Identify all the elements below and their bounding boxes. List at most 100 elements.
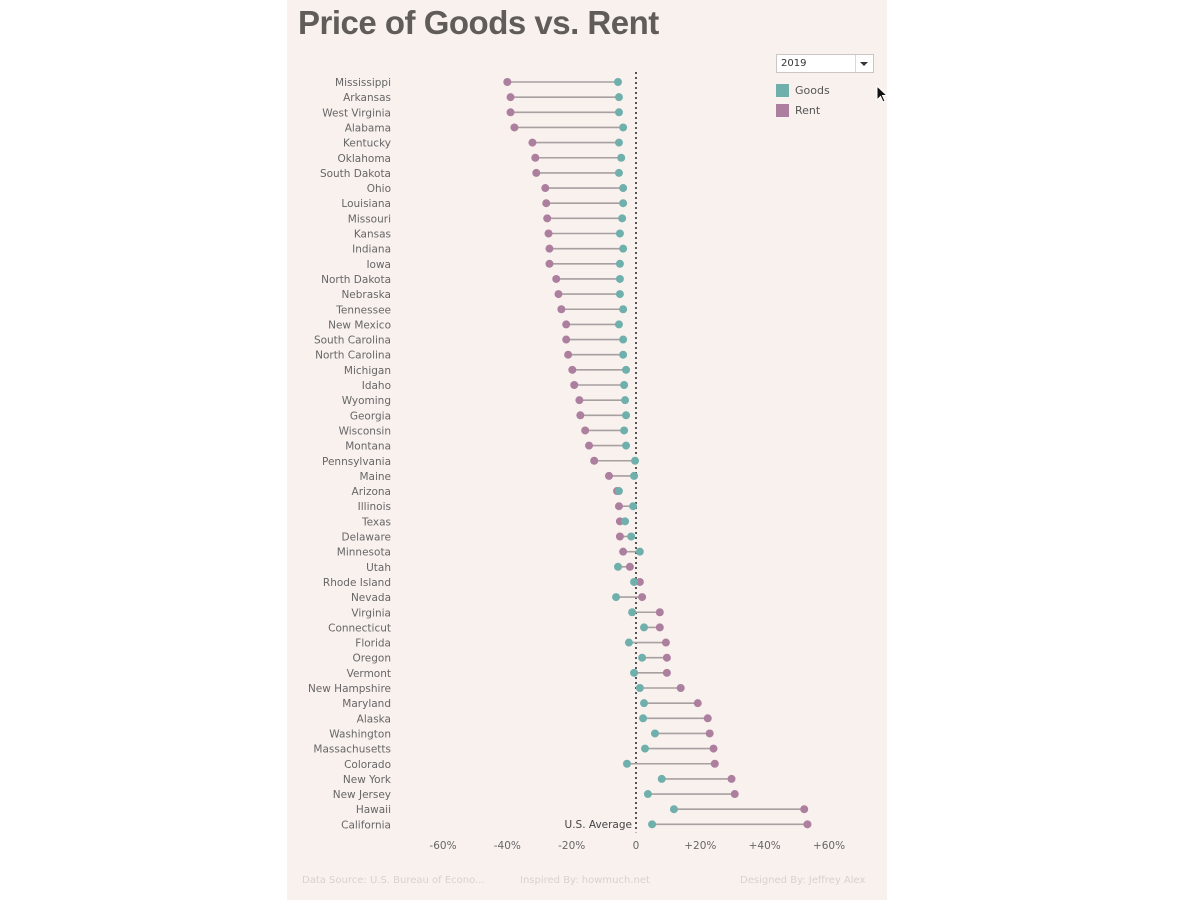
legend-swatch-rent (776, 104, 789, 117)
footer-inspired-by[interactable]: Inspired By: howmuch.net (520, 875, 650, 886)
goods-point (640, 699, 649, 708)
goods-point (624, 638, 633, 647)
state-row[interactable]: Virginia (351, 607, 664, 619)
state-row[interactable]: Delaware (342, 532, 636, 544)
state-label: Texas (361, 516, 391, 528)
state-label: Oklahoma (338, 153, 391, 165)
state-label: North Dakota (321, 274, 391, 286)
dropdown-divider (855, 55, 856, 72)
state-row[interactable]: Pennsylvania (322, 456, 640, 468)
rent-point (590, 456, 599, 465)
state-row[interactable]: Tennessee (335, 304, 628, 316)
state-row[interactable]: Wisconsin (339, 425, 629, 437)
state-label: Kentucky (343, 138, 391, 150)
goods-point (635, 547, 644, 556)
state-row[interactable]: Oregon (352, 653, 671, 665)
goods-point (612, 593, 621, 602)
state-label: Montana (345, 441, 391, 453)
state-row[interactable]: Florida (355, 638, 670, 650)
state-row[interactable]: Alabama (345, 122, 628, 134)
state-row[interactable]: Ohio (367, 183, 628, 195)
state-row[interactable]: Montana (345, 441, 631, 453)
rent-point (544, 229, 553, 238)
goods-point (615, 259, 624, 268)
state-row[interactable]: Texas (361, 516, 630, 528)
state-row[interactable]: North Dakota (321, 274, 624, 286)
goods-point (615, 229, 624, 238)
chevron-down-icon[interactable] (860, 62, 868, 66)
rent-point (568, 365, 577, 374)
state-label: Nevada (351, 592, 391, 604)
dumbbell-chart: U.S. Average Mississippi Arkansas West Vir… (308, 72, 845, 852)
state-row[interactable]: Connecticut (328, 622, 664, 634)
state-row[interactable]: Rhode Island (323, 577, 644, 589)
goods-point (639, 714, 648, 723)
state-label: South Dakota (320, 168, 391, 180)
state-row[interactable]: Illinois (358, 501, 638, 513)
state-row[interactable]: Missouri (348, 213, 627, 225)
state-row[interactable]: New Hampshire (308, 683, 685, 695)
state-row[interactable]: Massachusetts (313, 744, 718, 756)
rent-point (545, 244, 554, 253)
state-label: Iowa (366, 259, 391, 271)
state-row[interactable]: Arkansas (343, 92, 623, 104)
state-row[interactable]: Maryland (342, 698, 702, 710)
state-row[interactable]: Indiana (352, 244, 628, 256)
state-row[interactable]: New Mexico (328, 319, 623, 331)
rent-point (655, 623, 664, 632)
state-label: Delaware (342, 532, 391, 544)
state-label: New Mexico (328, 319, 391, 331)
goods-point (650, 729, 659, 738)
state-row[interactable]: Utah (366, 562, 634, 574)
rent-point (709, 744, 718, 753)
goods-point (614, 108, 623, 117)
state-row[interactable]: Idaho (362, 380, 629, 392)
state-row[interactable]: Arizona (352, 486, 623, 498)
state-row[interactable]: Alaska (357, 713, 712, 725)
goods-point (622, 759, 631, 768)
state-row[interactable]: Georgia (350, 410, 631, 422)
state-label: South Carolina (314, 335, 391, 347)
state-row[interactable]: West Virginia (322, 107, 623, 119)
rent-point (662, 668, 671, 677)
state-row[interactable]: Vermont (347, 668, 671, 680)
state-row[interactable]: Oklahoma (338, 153, 626, 165)
state-row[interactable]: Nebraska (341, 289, 624, 301)
rent-point (506, 108, 515, 117)
state-row[interactable]: Colorado (344, 759, 719, 771)
x-tick-label: -60% (429, 840, 456, 852)
rent-point (503, 78, 512, 86)
state-row[interactable]: Wyoming (342, 395, 630, 407)
state-label: Oregon (352, 653, 391, 665)
state-row[interactable]: South Dakota (320, 168, 623, 180)
goods-point (619, 123, 628, 132)
state-row[interactable]: New Jersey (333, 789, 739, 801)
state-row[interactable]: Iowa (366, 259, 624, 271)
year-filter-dropdown[interactable]: 2019 (776, 54, 874, 73)
rent-point (545, 259, 554, 268)
state-row[interactable]: Kansas (354, 229, 624, 241)
state-label: Nebraska (341, 289, 391, 301)
state-row[interactable]: New York (343, 774, 736, 786)
state-row[interactable]: Mississippi (335, 77, 622, 89)
rent-point (703, 714, 712, 723)
state-row[interactable]: Michigan (344, 365, 631, 377)
state-row[interactable]: Kentucky (343, 138, 623, 150)
footer-data-source[interactable]: Data Source: U.S. Bureau of Econo... (302, 875, 485, 886)
rent-point (604, 471, 613, 480)
state-row[interactable]: Nevada (351, 592, 647, 604)
state-row[interactable]: California (341, 819, 812, 831)
state-row[interactable]: North Carolina (315, 350, 628, 362)
legend-label-goods: Goods (795, 84, 830, 97)
state-row[interactable]: Minnesota (337, 547, 644, 559)
state-label: Arkansas (343, 92, 391, 104)
state-row[interactable]: Maine (359, 471, 639, 483)
state-row[interactable]: South Carolina (314, 335, 628, 347)
state-row[interactable]: Louisiana (341, 198, 628, 210)
goods-point (614, 93, 623, 102)
state-row[interactable]: Hawaii (356, 804, 809, 816)
state-row[interactable]: Washington (329, 728, 714, 740)
state-label: Hawaii (356, 804, 391, 816)
footer-designed-by[interactable]: Designed By: Jeffrey Alex (740, 875, 866, 886)
rent-point (554, 290, 563, 299)
